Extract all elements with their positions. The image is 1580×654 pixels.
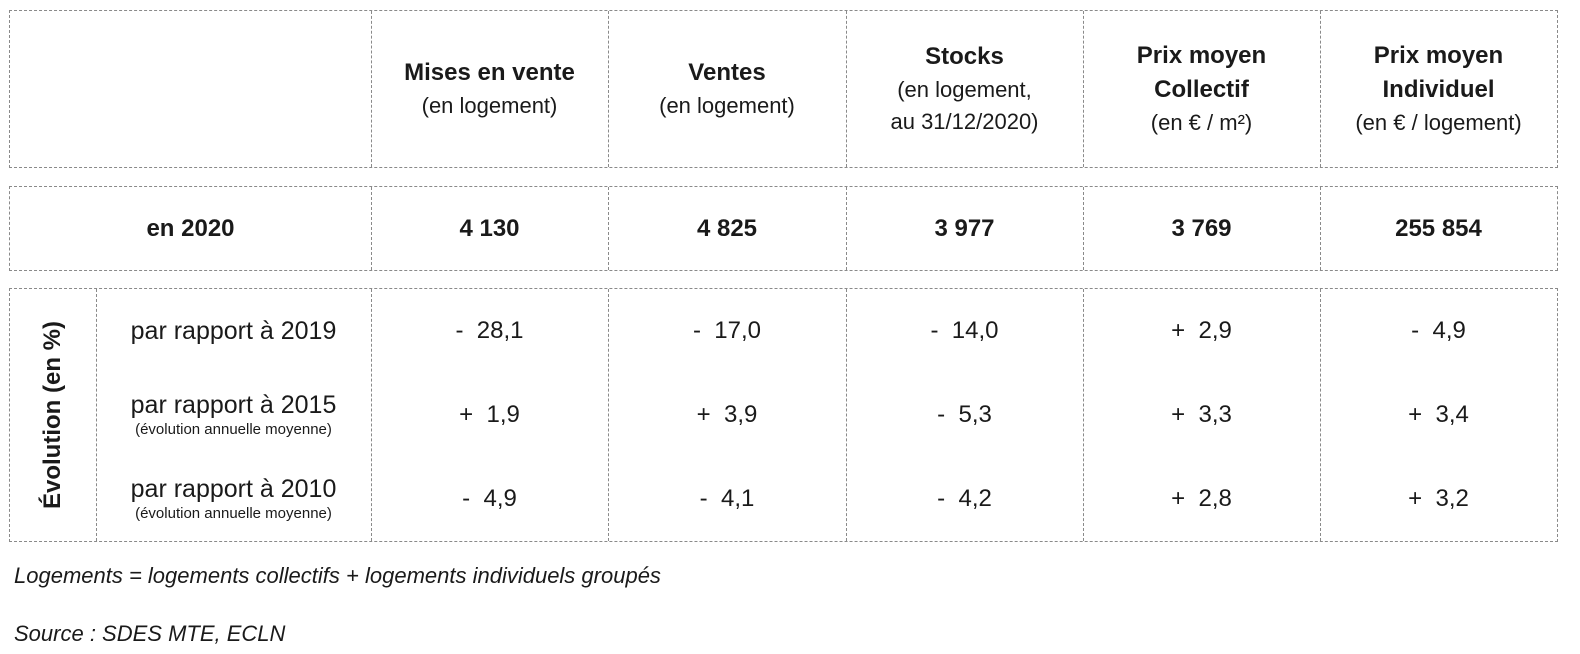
row-label-subtext: (évolution annuelle moyenne) [135, 505, 332, 522]
table-row: par rapport à 2015 (évolution annuelle m… [10, 373, 1557, 457]
year-value-stocks: 3 977 [934, 214, 995, 242]
table-cell: - 4,1 [699, 485, 755, 512]
year-value-mises-en-vente: 4 130 [459, 214, 520, 242]
evolution-row-label: par rapport à 2010 (évolution annuelle m… [96, 457, 371, 541]
header-col-prix-collectif: Prix moyen Collectif (en € / m²) [1083, 11, 1320, 167]
year-row-label: en 2020 [146, 214, 235, 242]
table-cell: + 3,4 [1408, 401, 1469, 428]
table-cell: + 2,8 [1171, 485, 1232, 512]
definition-note: Logements = logements collectifs + logem… [14, 563, 661, 588]
table-cell: - 28,1 [455, 317, 524, 344]
header-col-title: Prix moyen [1373, 42, 1504, 69]
table-cell: - 4,9 [1411, 317, 1466, 344]
header-col-unit: (en logement) [659, 93, 795, 118]
row-label-text: par rapport à 2015 [130, 391, 337, 419]
header-col-title-line2: Individuel [1382, 76, 1495, 103]
year-row-table: en 2020 4 130 4 825 3 977 3 769 255 854 [9, 186, 1558, 271]
table-row: par rapport à 2019 - 28,1 - 17,0 - 14,0 … [10, 289, 1557, 373]
header-table: Mises en vente (en logement) Ventes (en … [9, 10, 1558, 168]
evolution-row-label: par rapport à 2015 (évolution annuelle m… [96, 373, 371, 457]
table-cell: - 4,9 [462, 485, 517, 512]
header-col-unit: (en € / logement) [1355, 110, 1522, 135]
table-cell: + 3,3 [1171, 401, 1232, 428]
table-cell: - 4,2 [937, 485, 992, 512]
header-col-stocks: Stocks (en logement, au 31/12/2020) [846, 11, 1083, 167]
header-col-ventes: Ventes (en logement) [608, 11, 846, 167]
table-cell: - 5,3 [937, 401, 992, 428]
year-value-ventes: 4 825 [696, 214, 758, 242]
row-label-subtext: (évolution annuelle moyenne) [135, 421, 332, 438]
header-col-title: Stocks [925, 43, 1004, 70]
table-cell: - 17,0 [692, 317, 762, 344]
header-col-unit: (en logement) [421, 93, 558, 118]
header-col-title-line2: Collectif [1154, 76, 1249, 103]
table-row: par rapport à 2010 (évolution annuelle m… [10, 457, 1557, 541]
row-label-text: par rapport à 2019 [130, 317, 337, 345]
evolution-row-label: par rapport à 2019 [96, 289, 371, 373]
year-value-prix-collectif: 3 769 [1171, 214, 1232, 242]
table-cell: - 14,0 [930, 317, 999, 344]
evolution-table: Évolution (en %) par rapport à 2019 - 28… [9, 288, 1558, 542]
table-cell: + 1,9 [459, 401, 520, 428]
header-col-title: Prix moyen [1136, 42, 1267, 69]
source-note: Source : SDES MTE, ECLN [14, 621, 286, 646]
table-cell: + 3,9 [696, 401, 758, 428]
header-col-prix-individuel: Prix moyen Individuel (en € / logement) [1320, 11, 1557, 167]
header-col-title: Mises en vente [404, 59, 575, 86]
table-cell: + 2,9 [1171, 317, 1232, 344]
header-col-unit: (en € / m²) [1150, 110, 1253, 135]
header-col-unit-line2: au 31/12/2020) [890, 109, 1039, 134]
table-cell: + 3,2 [1408, 485, 1469, 512]
year-value-prix-individuel: 255 854 [1395, 214, 1482, 242]
header-col-unit: (en logement, [897, 77, 1032, 102]
header-col-title: Ventes [688, 59, 766, 86]
header-col-mises-en-vente: Mises en vente (en logement) [371, 11, 608, 167]
row-label-text: par rapport à 2010 [130, 475, 337, 503]
